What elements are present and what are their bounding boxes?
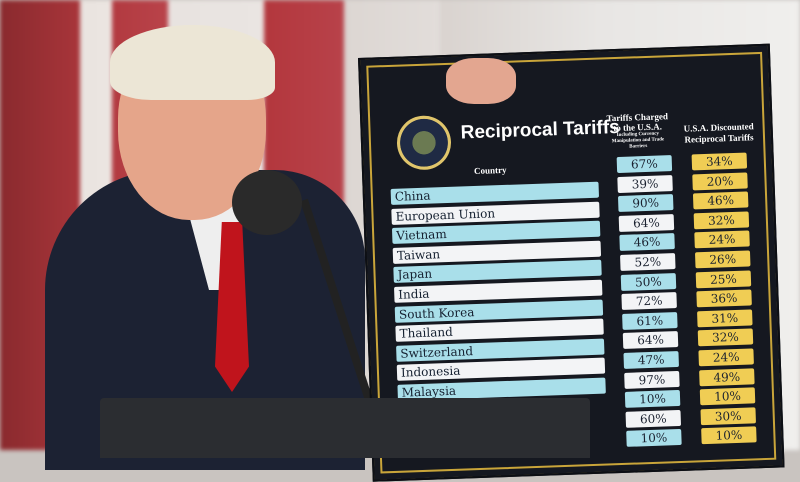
country-row: Thailand (395, 318, 604, 343)
charged-subheader: Including Currency Manipulation and Trad… (611, 131, 665, 150)
discounted-cell: 49% (699, 367, 755, 386)
charged-cell: 72% (621, 292, 677, 311)
discounted-cell: 32% (693, 211, 750, 230)
charged-cell: 47% (623, 350, 679, 369)
discounted-cell: 20% (692, 172, 748, 190)
charged-cell: 10% (626, 429, 682, 448)
board-title: Reciprocal Tariffs (460, 116, 621, 144)
discounted-cell: 46% (692, 191, 749, 210)
charged-cell: 60% (625, 409, 682, 428)
discounted-cell: 32% (697, 328, 754, 347)
charged-cell: 61% (622, 311, 678, 330)
red-tie (215, 222, 249, 392)
charged-cell: 90% (617, 194, 674, 213)
presidential-seal (396, 114, 452, 171)
discounted-cell: 31% (697, 309, 753, 328)
podium (100, 398, 590, 458)
country-header: Country (473, 164, 507, 177)
discounted-cell: 34% (691, 152, 748, 171)
discounted-cell: 24% (694, 230, 750, 249)
hand (446, 58, 516, 104)
charged-cell: 97% (624, 370, 680, 389)
country-row: Vietnam (391, 220, 601, 245)
charged-cell: 52% (620, 253, 676, 271)
charged-cell: 46% (619, 233, 675, 252)
charged-header: Tariffs Charged to the U.S.A. Including C… (602, 111, 673, 151)
country-row: China (390, 181, 600, 205)
charged-cell: 10% (624, 390, 681, 409)
country-list: China European Union Vietnam Taiwan Japan Ind… (390, 181, 606, 405)
speaker-hair (110, 25, 275, 100)
discounted-cell: 30% (700, 407, 756, 425)
charged-cell: 39% (617, 174, 673, 193)
discounted-cell: 36% (696, 289, 752, 308)
discounted-column: 34% 20% 46% 32% 24% 26% 25% 36% 31% 32% 24% 49% 10% 3… (691, 152, 757, 448)
charged-header-text: Tariffs Charged to the U.S.A. (606, 111, 669, 134)
charged-cell: 64% (622, 331, 679, 350)
discounted-cell: 24% (698, 348, 754, 367)
charged-column: 67% 39% 90% 64% 46% 52% 50% 72% 61% 64% 47% 97% 10% 6… (616, 155, 682, 451)
discounted-header: U.S.A. Discounted Reciprocal Tariffs (683, 121, 754, 145)
discounted-cell: 25% (695, 269, 752, 288)
discounted-cell: 10% (699, 387, 756, 406)
microphone (232, 170, 302, 235)
charged-cell: 64% (618, 213, 675, 232)
country-row: India (394, 279, 603, 303)
discounted-cell: 26% (694, 250, 751, 269)
charged-cell: 67% (616, 155, 673, 174)
charged-cell: 50% (620, 272, 677, 291)
discounted-cell: 10% (701, 426, 757, 445)
